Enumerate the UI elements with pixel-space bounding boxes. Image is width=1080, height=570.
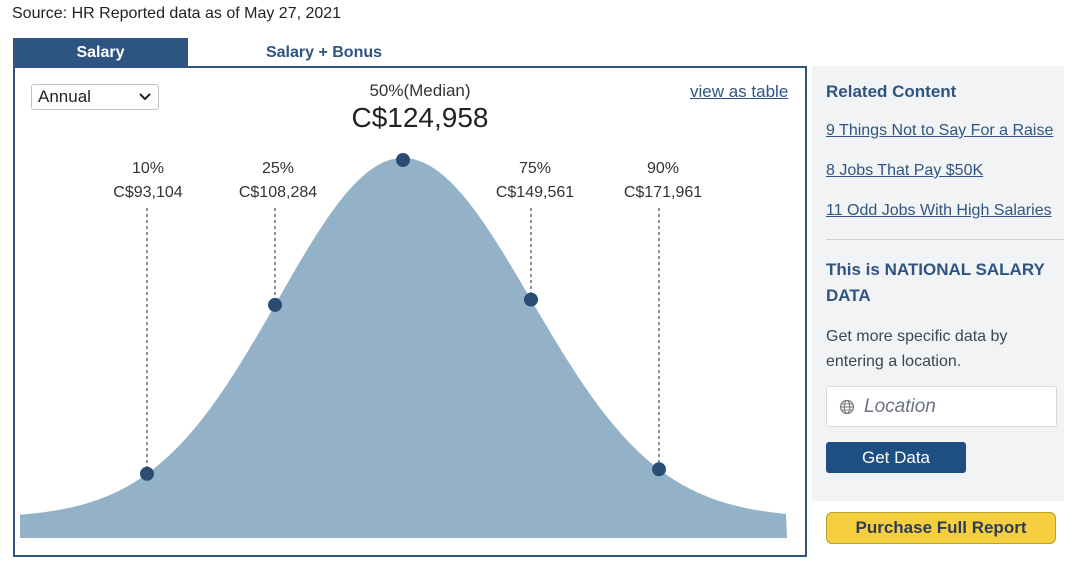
tab-salary[interactable]: Salary [13,38,188,67]
related-link-odd-jobs[interactable]: 11 Odd Jobs With High Salaries [826,202,1052,219]
percentile-10-value: C$93,104 [113,184,183,201]
percentile-25-value: C$108,284 [238,184,318,201]
globe-icon [839,399,855,415]
sidebar [812,66,1064,501]
percentile-90-label: 90% [646,160,680,177]
national-salary-title: This is NATIONAL SALARY DATA [826,260,1045,305]
related-content-title: Related Content [826,82,957,101]
get-data-button[interactable]: Get Data [826,442,966,473]
source-text: Source: HR Reported data as of May 27, 2… [12,5,342,22]
period-select-value: Annual [38,87,91,106]
location-input[interactable] [864,395,1034,418]
percentile-25-label: 25% [261,160,295,177]
percentile-point [268,297,282,312]
related-link-raise[interactable]: 9 Things Not to Say For a Raise [826,122,1054,139]
tab-salary-bonus[interactable]: Salary + Bonus [188,38,460,67]
percentile-75-value: C$149,561 [495,184,575,201]
percentile-point [524,292,538,307]
period-select[interactable]: Annual [31,84,159,110]
percentile-point [652,462,666,477]
percentile-90-value: C$171,961 [623,184,703,201]
percentile-point [396,153,410,167]
distribution-area [20,158,787,538]
median-label: 50%(Median) [369,81,471,100]
related-link-50k-jobs[interactable]: 8 Jobs That Pay $50K [826,162,984,179]
purchase-full-report-button[interactable]: Purchase Full Report [826,512,1056,544]
chevron-down-icon [137,88,153,109]
location-field[interactable] [826,386,1057,427]
percentile-10-label: 10% [131,160,165,177]
sidebar-divider [826,239,1064,240]
median-value: C$124,958 [351,102,489,133]
percentile-point [140,466,154,481]
percentile-75-label: 75% [518,160,552,177]
national-salary-description: Get more specific data by entering a loc… [826,328,1008,370]
view-as-table-link[interactable]: view as table [690,82,789,101]
